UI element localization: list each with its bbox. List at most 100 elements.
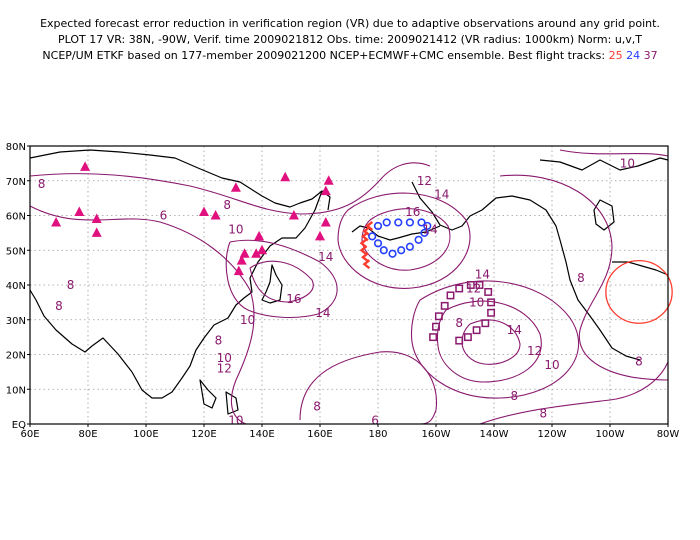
track24-marker [420,228,429,237]
coast-india [29,289,133,373]
observation-triangle [323,175,334,185]
track25-marker [365,220,374,231]
contour-sw-large [29,205,255,425]
lon-label: 120W [538,429,567,440]
contour-label: 14 [507,323,522,337]
lon-label: 120E [191,429,216,440]
lon-label: 140W [480,429,509,440]
lat-label: 70N [6,177,26,188]
observation-triangle [239,248,250,258]
track37-marker [440,301,449,310]
track24-marker [373,239,383,248]
track37-marker [455,284,464,293]
track-37-label: 37 [643,49,658,62]
contour-label: 12 [417,174,432,188]
contour-label: 8 [215,334,223,348]
contour-east-top [559,149,669,157]
lon-label: 80E [78,429,97,440]
track37-marker [487,298,496,307]
title-line-3: NCEP/UM ETKF based on 177-member 2009021… [0,48,700,64]
track24-marker [379,246,388,255]
lat-label: 10N [6,385,26,396]
observation-triangle [236,255,247,265]
contour-label: 10 [228,414,243,428]
contour-label: 8 [510,389,518,403]
observation-triangle [51,216,62,227]
observation-triangle [315,230,325,241]
track37-marker [487,308,496,317]
lon-label: 140E [249,429,274,440]
coast-alaska [411,181,641,361]
observation-triangle [210,210,221,220]
track24-marker [405,242,415,251]
lat-label: 80N [6,142,26,153]
contour-label: 6 [160,209,168,223]
track24-marker [373,221,383,231]
coast-sea-islands [199,379,239,415]
contour-label: 14 [318,250,333,264]
contour-label: 8 [455,316,463,330]
contour-loop-east-inner [436,300,542,383]
contour-label: 10 [620,156,635,170]
track24-marker [397,246,406,255]
contour-label: 8 [55,299,63,313]
coastlines [29,149,669,415]
track24-marker [414,235,423,244]
observation-triangle [91,227,102,237]
track25-marker [359,245,368,256]
track37-marker [463,333,472,342]
contour-east-swirl [499,174,669,381]
contour-label: 16 [286,292,301,306]
flight-track-24 [368,218,432,258]
coast-hudson [593,199,615,231]
title-line-2: PLOT 17 VR: 38N, -90W, Verif. time 20090… [57,33,643,46]
track37-marker [455,336,464,345]
track37-marker [466,281,475,289]
flight-track-37 [429,281,496,345]
lon-label: 160E [307,429,332,440]
observation-triangle [257,244,267,255]
contour-label: 14 [315,306,330,320]
track24-marker [388,249,397,258]
contour-upper-arc [29,162,431,215]
track24-marker [423,221,432,231]
contour-label: 8 [67,278,75,292]
lat-label: EQ [12,420,26,431]
contour-label: 14 [475,268,490,282]
contour-label: 14 [434,188,449,202]
coast-asia-arctic [29,149,331,211]
observation-triangle [280,171,291,182]
contour-label: 8 [539,407,547,421]
contour-label: 8 [635,354,643,368]
track24-marker [394,218,403,227]
contour-label: 10 [544,358,559,372]
observation-triangle [288,210,299,220]
contour-labels: 1012141614141614108101210868681088141210… [38,156,643,427]
lon-label: 60E [20,429,39,440]
lat-label: 20N [6,351,26,362]
track-25-label: 25 [608,49,623,62]
contour-label: 12 [217,361,232,375]
contour-loop-east-core [461,319,521,365]
title-line-1: Expected forecast error reduction in ver… [40,17,660,30]
lon-label: 100W [596,429,625,440]
verification-region [605,259,673,324]
lat-label: 50N [6,246,26,257]
contour-label: 10 [217,351,232,365]
observation-triangle [320,185,331,196]
title-line-3-prefix: NCEP/UM ETKF based on 177-member 2009021… [42,49,606,62]
contour-label: 8 [313,400,321,414]
track24-marker [417,218,426,227]
track24-marker [405,218,415,227]
lat-label: 60N [6,212,26,223]
track25-marker [362,259,371,270]
track37-marker [472,326,481,335]
coast-japan [261,264,283,304]
coast-north-america [539,157,669,171]
observation-triangle [80,161,91,171]
lon-label: 80W [657,429,680,440]
track37-marker [432,322,440,331]
contour-pacific-wide [299,351,438,425]
observation-triangle [91,213,102,223]
